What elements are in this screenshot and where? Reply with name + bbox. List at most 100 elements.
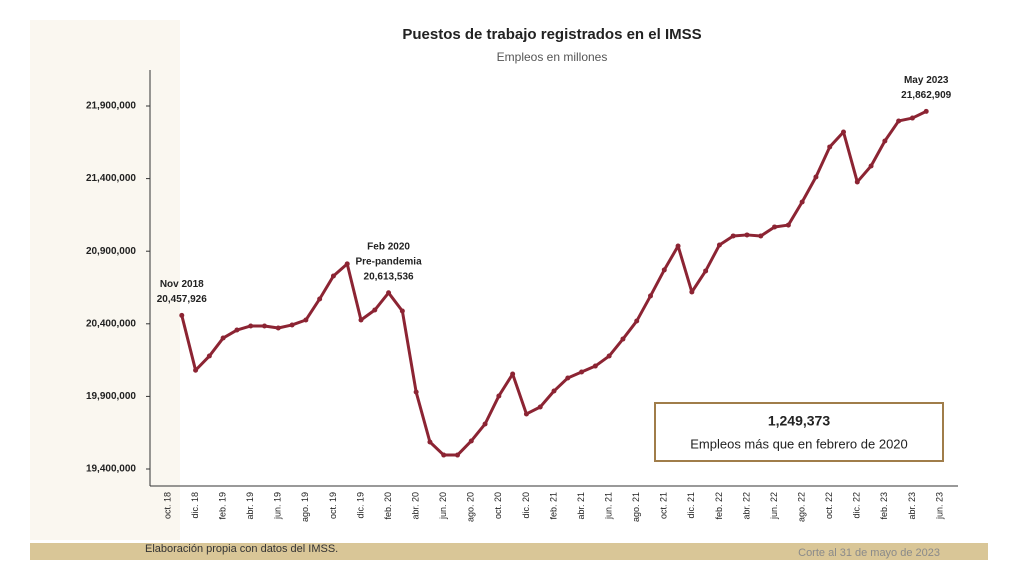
data-point — [537, 404, 543, 410]
data-point — [758, 233, 764, 239]
data-point — [303, 317, 309, 323]
point-annotation: 20,457,926 — [157, 294, 207, 305]
x-tick-label: oct. 20 — [493, 492, 503, 519]
data-point — [441, 452, 447, 458]
data-point — [634, 318, 640, 324]
data-point — [193, 367, 199, 373]
data-point — [620, 336, 626, 342]
y-tick-label: 19,900,000 — [86, 391, 136, 402]
source-note: Elaboración propia con datos del IMSS. — [145, 543, 338, 555]
data-point — [496, 393, 502, 399]
data-point — [330, 273, 336, 279]
data-point — [344, 261, 350, 267]
data-point — [592, 363, 598, 369]
data-point — [386, 290, 392, 296]
data-point — [703, 268, 709, 274]
data-point — [317, 296, 323, 302]
x-tick-label: feb. 22 — [714, 492, 724, 520]
data-point — [813, 174, 819, 180]
data-point — [248, 323, 254, 329]
y-tick-label: 20,400,000 — [86, 318, 136, 329]
chart-subtitle: Empleos en millones — [497, 50, 608, 64]
x-tick-label: oct. 18 — [162, 492, 172, 519]
x-tick-label: dic. 21 — [686, 492, 696, 519]
data-point — [909, 115, 915, 121]
point-annotation: May 2023 — [904, 75, 949, 86]
x-tick-label: dic. 20 — [521, 492, 531, 519]
data-point — [358, 317, 364, 323]
decor-pattern — [30, 20, 180, 540]
point-annotation: 20,613,536 — [364, 271, 414, 282]
data-point — [868, 163, 874, 169]
x-tick-label: abr. 20 — [411, 492, 421, 520]
footer-bar — [30, 543, 988, 560]
x-tick-label: jun. 19 — [273, 492, 283, 520]
data-point — [689, 289, 695, 295]
data-point — [579, 369, 585, 375]
point-annotation: Pre-pandemia — [356, 256, 423, 267]
point-annotation: Feb 2020 — [367, 241, 410, 252]
x-tick-label: abr. 22 — [741, 492, 751, 520]
data-point — [606, 353, 612, 359]
x-tick-label: jun. 23 — [934, 492, 944, 520]
x-tick-label: jun. 20 — [438, 492, 448, 520]
data-point — [275, 325, 281, 331]
data-point — [827, 144, 833, 150]
data-point — [730, 233, 736, 239]
data-point — [413, 389, 419, 395]
callout-text: Empleos más que en febrero de 2020 — [690, 436, 908, 451]
x-tick-label: feb. 19 — [218, 492, 228, 520]
data-point — [785, 222, 791, 228]
data-point — [482, 421, 488, 427]
x-tick-label: jun. 22 — [769, 492, 779, 520]
data-point — [661, 267, 667, 273]
data-point — [206, 353, 212, 359]
data-point — [772, 224, 778, 230]
data-point — [716, 242, 722, 248]
data-point — [427, 439, 433, 445]
point-annotation: 21,862,909 — [901, 90, 951, 101]
data-point — [799, 199, 805, 205]
data-point — [675, 243, 681, 249]
data-point — [744, 232, 750, 238]
y-tick-label: 21,900,000 — [86, 101, 136, 112]
data-point — [179, 312, 185, 318]
data-point — [854, 179, 860, 185]
data-point — [896, 118, 902, 124]
data-point — [289, 322, 295, 328]
x-tick-label: abr. 19 — [245, 492, 255, 520]
callout-box — [654, 402, 944, 462]
data-point — [882, 138, 888, 144]
data-point — [234, 327, 240, 333]
data-point — [551, 388, 557, 394]
x-tick-label: dic. 22 — [852, 492, 862, 519]
x-tick-label: feb. 21 — [548, 492, 558, 520]
x-tick-label: dic. 19 — [355, 492, 365, 519]
data-point — [220, 335, 226, 341]
x-tick-label: oct. 22 — [824, 492, 834, 519]
x-tick-label: ago. 21 — [631, 492, 641, 522]
y-tick-label: 21,400,000 — [86, 173, 136, 184]
x-tick-label: oct. 19 — [328, 492, 338, 519]
x-tick-label: jun. 21 — [604, 492, 614, 520]
data-point — [510, 371, 516, 377]
x-tick-label: ago. 20 — [466, 492, 476, 522]
data-point — [399, 308, 405, 314]
data-point — [841, 129, 846, 135]
x-tick-label: feb. 20 — [383, 492, 393, 520]
callout-value: 1,249,373 — [768, 413, 830, 429]
point-annotation: Nov 2018 — [160, 279, 204, 290]
data-point — [372, 307, 378, 313]
x-tick-label: abr. 21 — [576, 492, 586, 520]
chart-title: Puestos de trabajo registrados en el IMS… — [402, 26, 701, 43]
x-tick-label: abr. 23 — [907, 492, 917, 520]
data-point — [455, 452, 460, 458]
x-tick-label: feb. 23 — [879, 492, 889, 520]
x-tick-label: ago. 19 — [300, 492, 310, 522]
y-tick-label: 19,400,000 — [86, 464, 136, 475]
data-point — [262, 323, 267, 329]
x-tick-label: oct. 21 — [659, 492, 669, 519]
data-point — [648, 293, 653, 299]
y-tick-label: 20,900,000 — [86, 246, 136, 257]
